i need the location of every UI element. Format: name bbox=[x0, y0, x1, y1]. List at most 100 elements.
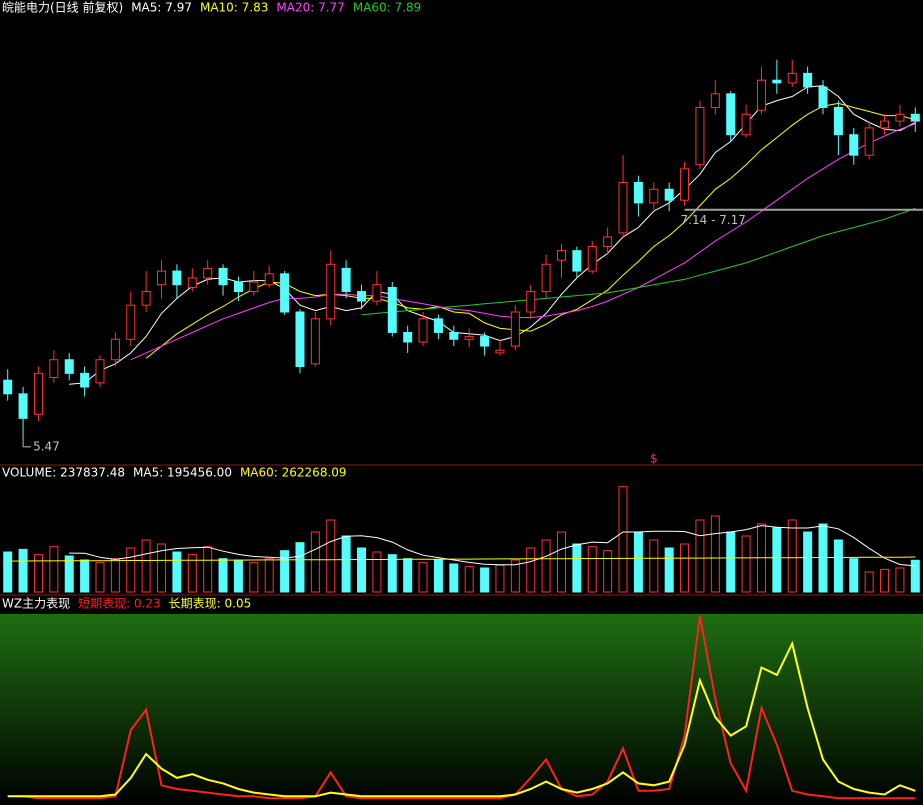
legend-entry: MA5: 195456.00 bbox=[133, 466, 232, 480]
candle-body bbox=[310, 318, 320, 365]
candle-body bbox=[326, 263, 336, 320]
candle-body bbox=[695, 106, 705, 166]
legend-entry: MA60: 7.89 bbox=[353, 1, 421, 15]
candle-body bbox=[126, 304, 136, 340]
volume-bar bbox=[372, 551, 382, 593]
candle-body bbox=[18, 393, 28, 419]
candle-body bbox=[572, 250, 582, 272]
candle-body bbox=[833, 106, 843, 136]
candle-body bbox=[3, 379, 13, 395]
volume-bar bbox=[80, 559, 90, 593]
volume-bar bbox=[633, 531, 643, 593]
volume-ma-line bbox=[69, 525, 916, 567]
low-label: 5.47 bbox=[33, 439, 60, 453]
candle-body bbox=[895, 113, 905, 122]
legend-entry: 短期表现: 0.23 bbox=[78, 597, 161, 611]
volume-bar bbox=[49, 546, 59, 593]
price-level-label: 7.14 - 7.17 bbox=[681, 213, 746, 227]
volume-bar bbox=[310, 531, 320, 593]
candle-body bbox=[295, 311, 305, 368]
candle-body bbox=[864, 127, 874, 156]
legend-entry: MA60: 262268.09 bbox=[240, 466, 347, 480]
volume-bar bbox=[664, 547, 674, 593]
ma-line bbox=[145, 102, 916, 359]
volume-bar bbox=[187, 554, 197, 593]
volume-bar bbox=[772, 527, 782, 593]
candle-body bbox=[464, 336, 474, 340]
volume-bar bbox=[141, 539, 151, 593]
candle-body bbox=[603, 236, 613, 248]
candle-body bbox=[157, 270, 167, 286]
volume-bar bbox=[326, 519, 336, 593]
volume-bar bbox=[680, 543, 690, 593]
ma-line bbox=[361, 207, 916, 316]
candle-body bbox=[387, 286, 397, 333]
volume-bar bbox=[480, 567, 490, 593]
candle-body bbox=[418, 318, 428, 343]
candle-body bbox=[110, 338, 120, 361]
candle-body bbox=[818, 86, 828, 108]
candle-body bbox=[480, 336, 490, 347]
volume-bar bbox=[433, 559, 443, 593]
ma-line bbox=[69, 85, 916, 385]
candle-body bbox=[541, 263, 551, 293]
candle-body bbox=[526, 291, 536, 313]
volume-bar bbox=[464, 566, 474, 593]
candle-body bbox=[587, 246, 597, 272]
candle-body bbox=[495, 349, 505, 354]
volume-bar bbox=[849, 558, 859, 593]
volume-bar bbox=[3, 551, 13, 593]
candle-body bbox=[141, 291, 151, 306]
volume-bar bbox=[280, 550, 290, 593]
legend-entry: MA5: 7.97 bbox=[131, 1, 192, 15]
volume-bar bbox=[556, 531, 566, 593]
candle-body bbox=[403, 331, 413, 343]
candle-body bbox=[95, 359, 105, 384]
volume-bar bbox=[33, 554, 43, 593]
candle-body bbox=[80, 372, 90, 388]
volume-ma-line bbox=[7, 556, 916, 562]
volume-bar bbox=[833, 539, 843, 593]
candle-body bbox=[249, 281, 259, 293]
volume-bar bbox=[341, 535, 351, 593]
volume-bar bbox=[218, 558, 228, 593]
candle-body bbox=[849, 134, 859, 156]
legend-entry: MA10: 7.83 bbox=[200, 1, 268, 15]
candle-body bbox=[433, 318, 443, 333]
volume-bar bbox=[695, 519, 705, 593]
candle-body bbox=[33, 372, 43, 415]
candle-body bbox=[280, 273, 290, 313]
volume-bar bbox=[710, 515, 720, 593]
volume-bar bbox=[64, 555, 74, 593]
volume-bar bbox=[172, 551, 182, 593]
candle-body bbox=[187, 277, 197, 288]
volume-bar bbox=[110, 558, 120, 593]
candle-body bbox=[803, 72, 813, 88]
volume-bar bbox=[572, 543, 582, 593]
candle-body bbox=[449, 331, 459, 340]
chart-title: 皖能电力(日线 前复权) bbox=[2, 0, 123, 15]
volume-bar bbox=[449, 563, 459, 593]
candle-body bbox=[233, 281, 243, 293]
indicator-background bbox=[0, 614, 923, 805]
volume-bar bbox=[95, 562, 105, 593]
legend-entry: 长期表现: 0.05 bbox=[169, 597, 252, 611]
candle-body bbox=[710, 93, 720, 108]
volume-bar bbox=[880, 568, 890, 593]
candle-body bbox=[64, 359, 74, 374]
candle-body bbox=[910, 113, 920, 122]
volume-bar bbox=[541, 539, 551, 593]
candle-body bbox=[880, 120, 890, 129]
candle-body bbox=[203, 267, 213, 279]
candle-body bbox=[510, 311, 520, 347]
volume-bar bbox=[787, 519, 797, 593]
volume-bar bbox=[357, 547, 367, 593]
candle-body bbox=[649, 188, 659, 204]
volume-bar bbox=[864, 571, 874, 593]
volume-bar bbox=[803, 531, 813, 593]
candle-body bbox=[357, 291, 367, 302]
candle-body bbox=[618, 181, 628, 234]
volume-bar bbox=[510, 559, 520, 593]
